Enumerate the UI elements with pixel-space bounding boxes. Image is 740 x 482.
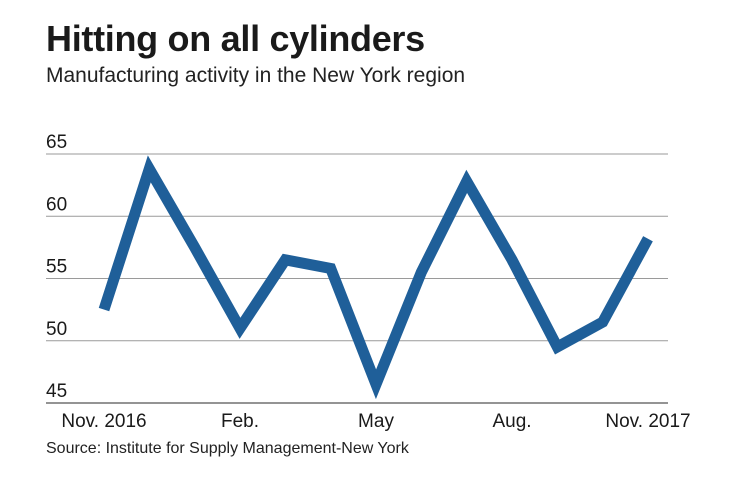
- x-tick-label: Aug.: [492, 411, 531, 432]
- chart-title: Hitting on all cylinders: [46, 18, 425, 59]
- x-tick-label: May: [358, 411, 394, 432]
- y-tick-label: 65: [46, 132, 67, 153]
- x-tick-label: Nov. 2016: [61, 411, 146, 432]
- y-tick-label: 60: [46, 194, 67, 215]
- y-tick-label: 55: [46, 257, 67, 278]
- source-note: Source: Institute for Supply Management-…: [46, 440, 409, 457]
- x-tick-label: Nov. 2017: [605, 411, 690, 432]
- chart-subtitle: Manufacturing activity in the New York r…: [46, 64, 466, 87]
- y-tick-label: 50: [46, 319, 67, 340]
- series-line: [98, 155, 653, 400]
- y-tick-label: 45: [46, 381, 67, 402]
- x-tick-label: Feb.: [221, 411, 259, 432]
